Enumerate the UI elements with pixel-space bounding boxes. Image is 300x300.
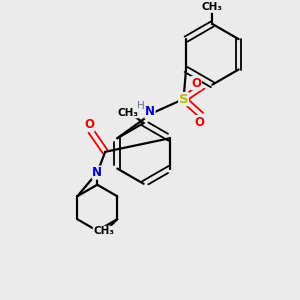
Text: H: H <box>136 101 144 111</box>
Text: CH₃: CH₃ <box>202 2 223 12</box>
Text: CH₃: CH₃ <box>93 226 114 236</box>
Text: O: O <box>84 118 94 131</box>
Text: S: S <box>179 93 188 106</box>
Text: CH₃: CH₃ <box>117 108 138 118</box>
Text: N: N <box>145 105 155 118</box>
Text: O: O <box>191 76 201 90</box>
Text: O: O <box>194 116 205 129</box>
Text: N: N <box>92 166 102 179</box>
